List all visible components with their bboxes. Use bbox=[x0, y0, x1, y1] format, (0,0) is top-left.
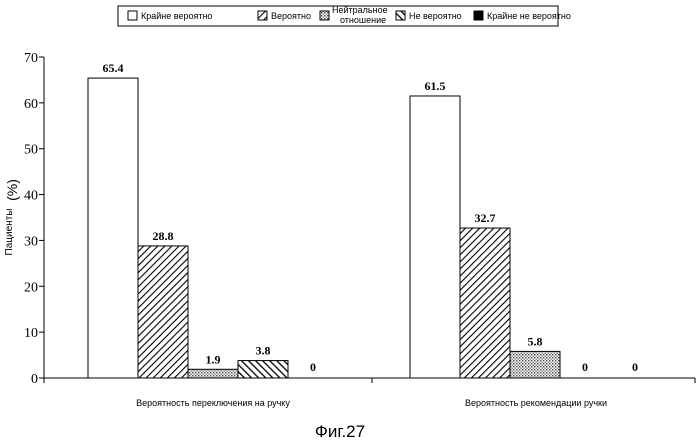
bar bbox=[88, 78, 138, 378]
category-label: Вероятность рекомендации ручки bbox=[465, 398, 607, 408]
y-axis: 0 10 20 30 40 50 60 70 bbox=[24, 51, 44, 387]
y-axis-label: Пациенты bbox=[4, 209, 15, 256]
y-tick-label: 70 bbox=[24, 51, 38, 66]
data-label: 0 bbox=[582, 360, 588, 374]
legend-label: Крайне не вероятно bbox=[487, 11, 571, 21]
legend: Крайне вероятно Вероятно Нейтральноеотноше… bbox=[118, 5, 571, 26]
bar bbox=[510, 351, 560, 378]
category-labels-group: Вероятность переключения на ручку Вероятн… bbox=[136, 398, 607, 408]
category-label: Вероятность переключения на ручку bbox=[136, 398, 290, 408]
data-label: 65.4 bbox=[103, 61, 124, 75]
y-tick-label: 0 bbox=[31, 372, 38, 387]
legend-swatch bbox=[474, 11, 483, 20]
y-tick-label: 20 bbox=[24, 280, 38, 295]
legend-swatch bbox=[396, 11, 405, 20]
y-tick-label: 30 bbox=[24, 234, 38, 249]
legend-label: Вероятно bbox=[271, 11, 311, 21]
data-label: 3.8 bbox=[256, 344, 271, 358]
data-label: 61.5 bbox=[425, 79, 446, 93]
bar bbox=[238, 361, 288, 378]
data-label: 0 bbox=[310, 360, 316, 374]
x-axis bbox=[44, 378, 695, 383]
bar bbox=[460, 228, 510, 378]
legend-swatch bbox=[320, 11, 329, 20]
bar bbox=[188, 369, 238, 378]
y-axis-unit: (%) bbox=[4, 179, 20, 201]
y-tick-label: 60 bbox=[24, 97, 38, 112]
y-tick-label: 40 bbox=[24, 189, 38, 204]
legend-swatch bbox=[128, 11, 137, 20]
legend-label: Нейтральноеотношение bbox=[332, 5, 388, 25]
legend-label: Не вероятно bbox=[409, 11, 462, 21]
bar bbox=[138, 246, 188, 378]
y-tick-label: 50 bbox=[24, 143, 38, 158]
bar bbox=[410, 96, 460, 378]
figure-caption: Фиг.27 bbox=[315, 422, 365, 441]
data-label: 32.7 bbox=[475, 211, 496, 225]
legend-swatch bbox=[258, 11, 267, 20]
legend-label: Крайне вероятно bbox=[141, 11, 212, 21]
data-label: 0 bbox=[632, 360, 638, 374]
data-label: 5.8 bbox=[528, 334, 543, 348]
data-label: 28.8 bbox=[153, 229, 174, 243]
data-label: 1.9 bbox=[206, 352, 221, 366]
y-tick-label: 10 bbox=[24, 326, 38, 341]
